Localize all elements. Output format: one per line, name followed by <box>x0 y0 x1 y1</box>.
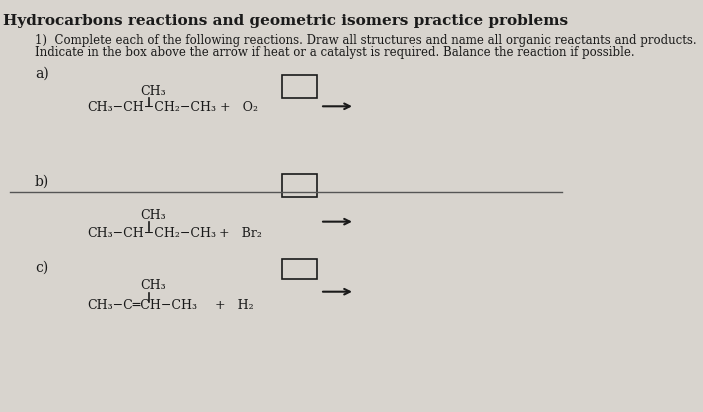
Text: Indicate in the box above the arrow if heat or a catalyst is required. Balance t: Indicate in the box above the arrow if h… <box>35 46 635 59</box>
Text: c): c) <box>35 260 49 274</box>
Text: CH₃: CH₃ <box>140 279 165 293</box>
Text: b): b) <box>35 174 49 188</box>
Text: CH₃: CH₃ <box>140 85 165 98</box>
Text: 1)  Complete each of the following reactions. Draw all structures and name all o: 1) Complete each of the following reacti… <box>35 34 697 47</box>
Text: CH₃−CH−CH₂−CH₃: CH₃−CH−CH₂−CH₃ <box>87 101 217 115</box>
Bar <box>281 75 317 98</box>
Text: +   O₂: + O₂ <box>220 101 258 115</box>
Text: CH₃−CH−CH₂−CH₃: CH₃−CH−CH₂−CH₃ <box>87 227 217 240</box>
Text: CH₃−C═CH−CH₃: CH₃−C═CH−CH₃ <box>87 299 198 312</box>
Text: CH₃: CH₃ <box>140 209 165 222</box>
Text: a): a) <box>35 67 49 81</box>
Text: +   H₂: + H₂ <box>215 299 254 312</box>
Bar <box>281 259 317 279</box>
Text: +   Br₂: + Br₂ <box>219 227 262 240</box>
Text: Hydrocarbons reactions and geometric isomers practice problems: Hydrocarbons reactions and geometric iso… <box>4 14 569 28</box>
Bar <box>281 174 317 197</box>
